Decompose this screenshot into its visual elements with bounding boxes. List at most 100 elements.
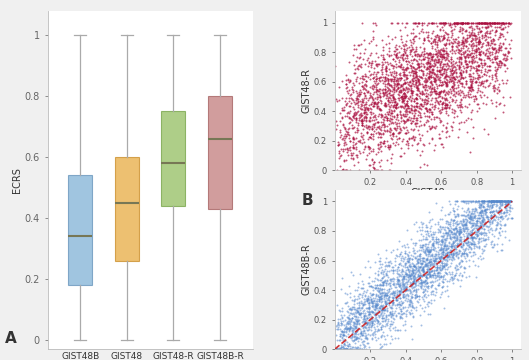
Point bbox=[382, 301, 390, 307]
Point bbox=[387, 111, 395, 116]
Point bbox=[345, 324, 354, 330]
Point bbox=[451, 246, 459, 252]
Point bbox=[449, 86, 457, 92]
Point bbox=[454, 242, 462, 248]
Point bbox=[464, 45, 472, 51]
Point bbox=[440, 54, 448, 60]
Point bbox=[384, 289, 393, 294]
Point bbox=[478, 246, 486, 252]
Point bbox=[388, 95, 397, 101]
Point bbox=[470, 215, 479, 220]
Point bbox=[465, 20, 473, 26]
Point bbox=[371, 326, 380, 332]
Point bbox=[506, 202, 514, 208]
Point bbox=[429, 28, 437, 33]
Point bbox=[395, 82, 404, 87]
Point bbox=[366, 94, 374, 100]
Point bbox=[352, 307, 360, 313]
Point bbox=[343, 346, 351, 352]
Point bbox=[435, 256, 444, 262]
Point bbox=[478, 64, 486, 70]
Point bbox=[423, 108, 431, 114]
Point bbox=[419, 36, 428, 42]
Point bbox=[407, 294, 415, 300]
Point bbox=[349, 97, 357, 103]
Point bbox=[422, 66, 431, 72]
Point bbox=[407, 282, 416, 288]
Point bbox=[403, 75, 412, 80]
Point bbox=[375, 75, 383, 81]
Point bbox=[480, 229, 489, 235]
Point bbox=[458, 258, 466, 264]
Point bbox=[389, 76, 398, 82]
Point bbox=[369, 302, 378, 308]
Point bbox=[413, 92, 421, 98]
Point bbox=[421, 98, 430, 103]
Point bbox=[444, 88, 452, 94]
Point bbox=[453, 211, 462, 216]
Point bbox=[449, 239, 457, 245]
Point bbox=[400, 91, 409, 97]
Point bbox=[457, 51, 465, 57]
Point bbox=[385, 283, 394, 288]
Point bbox=[408, 110, 416, 116]
Point bbox=[389, 279, 397, 284]
Point bbox=[471, 37, 479, 43]
Point bbox=[388, 131, 396, 136]
Point bbox=[439, 122, 448, 127]
Point bbox=[503, 65, 512, 71]
Point bbox=[452, 86, 461, 91]
Point bbox=[436, 27, 444, 33]
Point bbox=[363, 319, 372, 325]
Point bbox=[427, 74, 436, 80]
Point bbox=[459, 225, 467, 231]
Point bbox=[385, 300, 394, 306]
Point bbox=[412, 79, 421, 85]
Point bbox=[399, 67, 408, 73]
Point bbox=[490, 20, 499, 26]
Point bbox=[365, 308, 373, 314]
Point bbox=[435, 68, 443, 74]
Point bbox=[456, 76, 464, 82]
Point bbox=[434, 251, 442, 257]
Point bbox=[432, 238, 441, 244]
Point bbox=[331, 326, 340, 332]
Point bbox=[445, 254, 454, 260]
Point bbox=[368, 320, 377, 326]
Point bbox=[425, 64, 434, 69]
Point bbox=[452, 234, 461, 240]
Point bbox=[335, 333, 344, 339]
Point bbox=[488, 202, 496, 208]
Point bbox=[444, 78, 453, 84]
Point bbox=[367, 135, 376, 140]
Point bbox=[406, 297, 414, 303]
Point bbox=[355, 137, 364, 143]
Point bbox=[394, 77, 402, 82]
Point bbox=[360, 139, 369, 144]
Point bbox=[360, 114, 368, 120]
Point bbox=[416, 255, 425, 261]
Point bbox=[349, 323, 357, 328]
Point bbox=[418, 85, 427, 90]
Point bbox=[484, 203, 492, 209]
Point bbox=[402, 93, 411, 99]
Point bbox=[415, 118, 424, 123]
Point bbox=[369, 96, 378, 102]
Point bbox=[413, 96, 422, 102]
Point bbox=[485, 198, 493, 204]
Point bbox=[471, 215, 479, 221]
Point bbox=[358, 285, 366, 291]
Point bbox=[397, 311, 405, 317]
Point bbox=[380, 315, 388, 321]
Point bbox=[365, 127, 373, 132]
Point bbox=[460, 93, 468, 98]
Point bbox=[402, 67, 411, 72]
Point bbox=[368, 319, 377, 324]
Point bbox=[459, 20, 468, 26]
Point bbox=[482, 24, 490, 30]
Point bbox=[376, 296, 385, 302]
Point bbox=[392, 284, 400, 289]
Point bbox=[397, 273, 405, 279]
Point bbox=[364, 107, 372, 112]
Point bbox=[398, 85, 407, 91]
